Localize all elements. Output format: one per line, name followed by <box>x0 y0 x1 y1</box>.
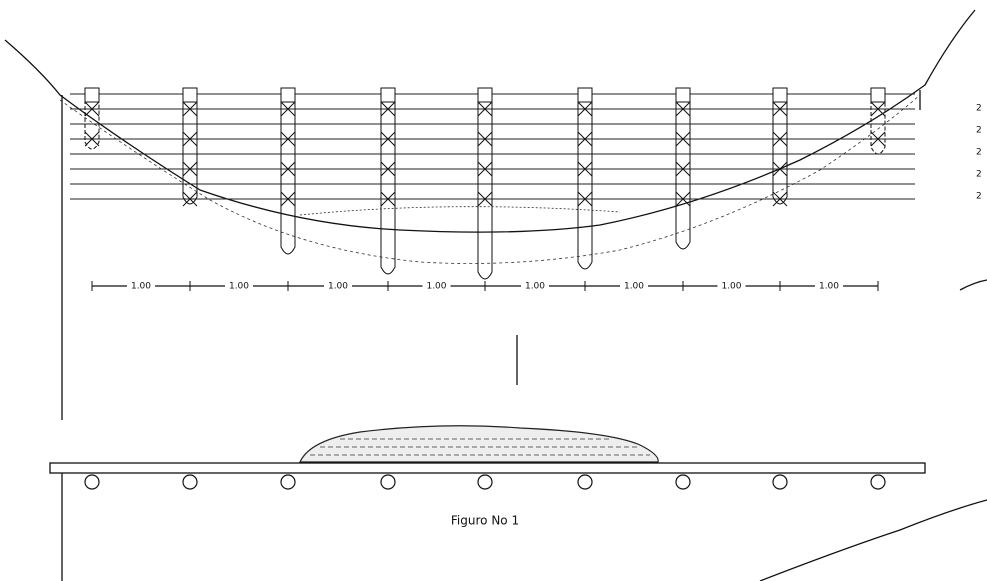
rock-texture <box>310 438 650 456</box>
roller <box>84 474 100 490</box>
dimensions: 1.00 1.00 1.00 1.00 1.00 1.00 1.00 1.00 <box>91 280 879 292</box>
post-shaft <box>870 88 886 155</box>
post-cross <box>870 101 886 117</box>
posts <box>84 87 886 280</box>
post-shaft <box>84 88 100 150</box>
post-cross <box>675 191 691 207</box>
roller <box>182 474 198 490</box>
beam <box>49 462 926 474</box>
post-cross <box>675 101 691 117</box>
side-labels: 2 2 2 2 2 <box>976 104 982 202</box>
post-cross <box>280 101 296 117</box>
post-cross <box>675 131 691 147</box>
dimension-label: 1.00 <box>328 282 348 292</box>
post <box>280 87 296 103</box>
roller <box>280 474 296 490</box>
dimension-label: 1.00 <box>721 282 741 292</box>
side-label: 2 <box>976 104 982 114</box>
post <box>182 87 198 103</box>
post-cross <box>84 101 100 117</box>
rock-fill <box>299 206 621 216</box>
post-shaft <box>182 88 198 205</box>
post-cross <box>477 131 493 147</box>
side-label: 2 <box>976 170 982 180</box>
post-cross <box>577 131 593 147</box>
label-gap <box>127 280 155 292</box>
post <box>577 87 593 103</box>
post <box>772 87 788 103</box>
label-gap <box>324 280 352 292</box>
post-cross <box>380 191 396 207</box>
post-cross <box>772 101 788 117</box>
post-cross <box>380 131 396 147</box>
post-cross <box>772 131 788 147</box>
side-label: 2 <box>976 192 982 202</box>
post-cross <box>182 131 198 147</box>
label-gap <box>422 280 451 292</box>
post-shaft <box>380 88 396 275</box>
rock-pile <box>299 425 659 463</box>
post-cross <box>577 191 593 207</box>
roller <box>380 474 396 490</box>
post-cross <box>477 161 493 177</box>
caption: Figuro No 1 <box>451 514 519 528</box>
post <box>870 87 886 103</box>
rollers <box>84 474 886 490</box>
post <box>477 87 493 103</box>
roller <box>772 474 788 490</box>
dimension-label: 1.00 <box>229 282 249 292</box>
post-cross <box>182 161 198 177</box>
post <box>380 87 396 103</box>
post <box>84 87 100 103</box>
post-shaft <box>675 88 691 250</box>
post-cross <box>772 161 788 177</box>
post-cross <box>280 131 296 147</box>
post-cross <box>577 101 593 117</box>
label-gap <box>620 280 648 292</box>
dimension-label: 1.00 <box>819 282 839 292</box>
post-shaft <box>477 88 493 280</box>
roller <box>870 474 886 490</box>
side-label: 2 <box>976 148 982 158</box>
roller <box>577 474 593 490</box>
post-cross <box>280 191 296 207</box>
post-cross <box>84 131 100 147</box>
post-cross <box>577 161 593 177</box>
roller <box>477 474 493 490</box>
roller <box>675 474 691 490</box>
label-gap <box>521 280 549 292</box>
side-label: 2 <box>976 126 982 136</box>
post <box>675 87 691 103</box>
dimension-label: 1.00 <box>624 282 644 292</box>
post-cross <box>772 191 788 207</box>
post-cross <box>675 161 691 177</box>
post-cross <box>477 191 493 207</box>
post-cross <box>182 191 198 207</box>
terrain-hatch <box>59 94 921 264</box>
label-gap <box>717 280 746 292</box>
post-cross <box>477 101 493 117</box>
post-cross <box>870 131 886 147</box>
dimension-label: 1.00 <box>426 282 446 292</box>
dimension-label: 1.00 <box>131 282 151 292</box>
contour <box>759 499 987 581</box>
post-shaft <box>772 88 788 205</box>
post-cross <box>380 101 396 117</box>
post-cross <box>380 161 396 177</box>
post-cross <box>182 101 198 117</box>
dimension-label: 1.00 <box>525 282 545 292</box>
contour <box>959 279 987 291</box>
post-shaft <box>280 88 296 255</box>
post-cross <box>280 161 296 177</box>
label-gap <box>815 280 843 292</box>
label-gap <box>225 280 253 292</box>
post-shaft <box>577 88 593 270</box>
